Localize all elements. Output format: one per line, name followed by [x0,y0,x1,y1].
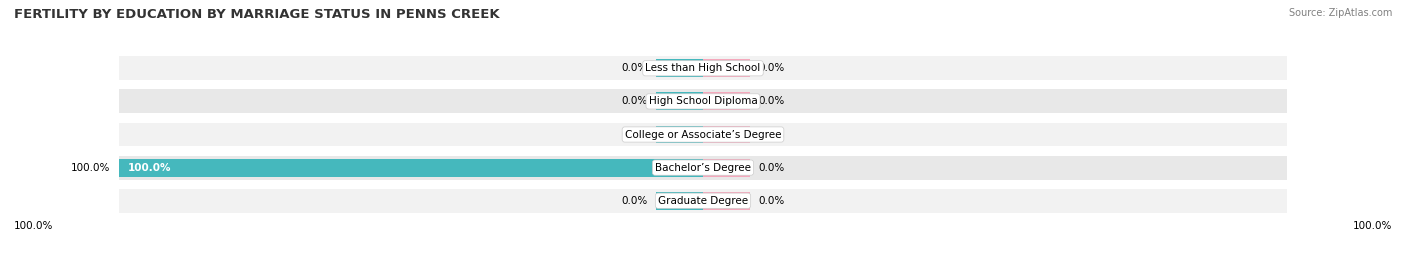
Bar [703,192,749,210]
Text: 0.0%: 0.0% [758,129,785,140]
Text: Bachelor’s Degree: Bachelor’s Degree [655,162,751,173]
Text: Graduate Degree: Graduate Degree [658,196,748,206]
Text: 100.0%: 100.0% [1353,221,1392,231]
Text: 0.0%: 0.0% [758,162,785,173]
Bar [703,59,749,77]
Text: College or Associate’s Degree: College or Associate’s Degree [624,129,782,140]
Text: 0.0%: 0.0% [621,63,648,73]
Bar [657,59,703,77]
Text: 0.0%: 0.0% [758,96,785,107]
Bar [703,159,749,176]
Text: 100.0%: 100.0% [128,162,172,173]
Text: High School Diploma: High School Diploma [648,96,758,107]
Legend: Married, Unmarried: Married, Unmarried [621,268,785,269]
Text: 0.0%: 0.0% [621,96,648,107]
Bar [703,93,749,110]
Text: 0.0%: 0.0% [621,129,648,140]
Text: Source: ZipAtlas.com: Source: ZipAtlas.com [1288,8,1392,18]
Text: 0.0%: 0.0% [621,196,648,206]
Text: 0.0%: 0.0% [758,63,785,73]
Bar [120,189,1286,213]
Bar [120,90,1286,113]
Bar [120,156,1286,179]
Bar [703,126,749,143]
Bar [657,93,703,110]
Bar [120,159,703,176]
Text: FERTILITY BY EDUCATION BY MARRIAGE STATUS IN PENNS CREEK: FERTILITY BY EDUCATION BY MARRIAGE STATU… [14,8,499,21]
Bar [657,192,703,210]
Text: Less than High School: Less than High School [645,63,761,73]
Bar [120,123,1286,146]
Bar [120,56,1286,80]
Text: 100.0%: 100.0% [72,162,111,173]
Bar [657,126,703,143]
Text: 0.0%: 0.0% [758,196,785,206]
Text: 100.0%: 100.0% [14,221,53,231]
